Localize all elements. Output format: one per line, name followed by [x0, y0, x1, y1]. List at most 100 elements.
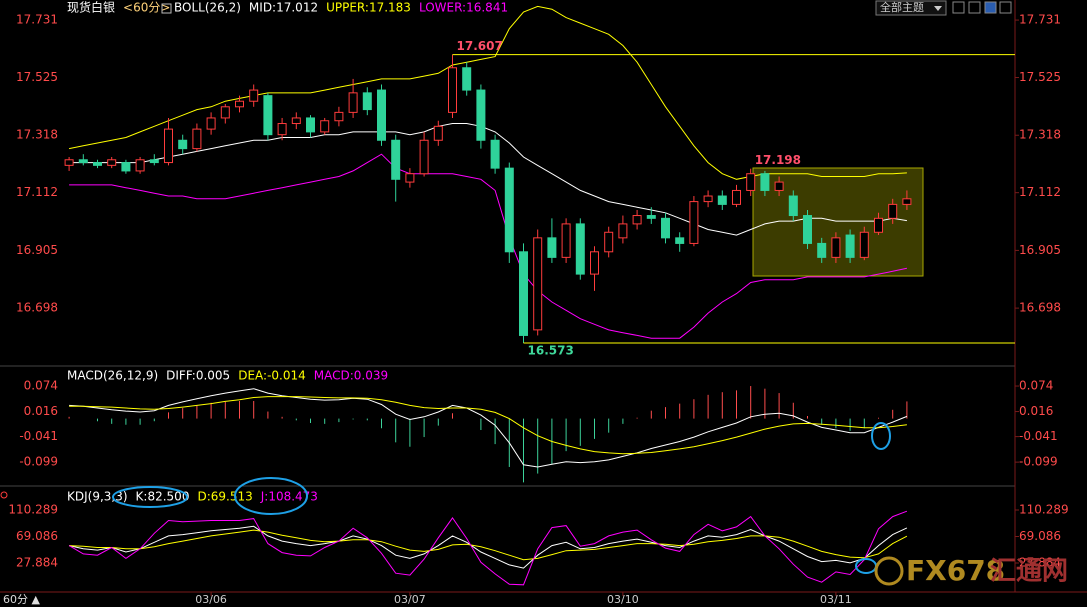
y-tick-label: 17.525 — [16, 70, 58, 84]
watermark-cn: 汇通网 — [990, 557, 1068, 587]
legend-entry: K:82.500 — [136, 490, 190, 504]
candle-body — [902, 198, 912, 205]
y-tick-label: 27.884 — [16, 556, 58, 570]
y-tick-label: 0.016 — [1019, 404, 1053, 418]
x-tick-label: 03/11 — [820, 593, 852, 606]
y-tick-label: 16.698 — [1019, 301, 1061, 315]
candle-body — [774, 181, 784, 191]
tool-icon[interactable] — [984, 1, 997, 14]
y-tick-label: 69.086 — [16, 529, 58, 543]
tool-icon[interactable] — [968, 1, 981, 14]
candle-body — [476, 89, 486, 141]
y-tick-label: 16.905 — [1019, 243, 1061, 257]
x-tick-label: 03/06 — [195, 593, 227, 606]
legend-entry: MACD:0.039 — [314, 369, 388, 383]
y-tick-label: 17.318 — [16, 128, 58, 142]
highlight-ellipse — [871, 422, 891, 450]
y-tick-label: 27.884 — [1019, 556, 1061, 570]
y-tick-label: 0.074 — [24, 379, 58, 393]
tool-icon[interactable] — [952, 1, 965, 14]
candle-body — [334, 111, 344, 122]
candle-body — [448, 67, 457, 113]
candle-body — [689, 201, 699, 244]
kdj-line — [69, 529, 908, 561]
candle-body — [618, 223, 628, 239]
candle-body — [320, 120, 330, 133]
y-tick-label: 0.016 — [24, 404, 58, 418]
legend-entry: 现货白银 — [67, 0, 115, 15]
candle-body — [533, 237, 543, 331]
candle-body — [575, 223, 585, 275]
candle-body — [178, 139, 188, 150]
y-tick-label: 17.731 — [1019, 13, 1061, 27]
candle-body — [831, 237, 841, 258]
extreme-label: 16.573 — [528, 343, 574, 357]
extreme-label: 17.198 — [755, 153, 801, 167]
candle-body — [646, 215, 656, 219]
candle-body — [291, 117, 301, 125]
legend-entry: MID:17.012 — [249, 1, 318, 15]
candle-body — [732, 189, 741, 205]
y-tick-label: 0.074 — [1019, 379, 1053, 393]
candle-body — [78, 159, 88, 164]
candle-body — [377, 89, 386, 141]
x-tick-label: 03/10 — [607, 593, 639, 606]
indicator-icon[interactable] — [161, 3, 172, 14]
candle-body — [348, 92, 358, 113]
candle-body — [817, 242, 827, 258]
legend-entry: LOWER:16.841 — [419, 1, 508, 15]
candle-body — [64, 159, 74, 166]
legend-entry: <60分> — [123, 1, 170, 15]
kdj-line — [68, 525, 908, 569]
highlight-ellipse — [112, 486, 188, 508]
candle-body — [632, 215, 642, 225]
y-tick-label: 16.905 — [16, 243, 58, 257]
boll-line — [69, 153, 908, 339]
candle-body — [746, 173, 756, 191]
candle-body — [490, 139, 500, 169]
legend-entry: DEA:-0.014 — [238, 369, 306, 383]
candle-body — [107, 159, 117, 166]
y-tick-label: 110.289 — [8, 503, 58, 517]
candle-body — [859, 231, 869, 258]
y-tick-label: -0.099 — [1019, 455, 1058, 469]
candle-body — [888, 203, 898, 219]
legend-entry: BOLL(26,2) — [174, 1, 241, 15]
tool-icon[interactable] — [999, 1, 1012, 14]
extreme-label: 17.607 — [457, 39, 503, 53]
legend-entry: UPPER:17.183 — [326, 1, 411, 15]
candle-body — [206, 117, 216, 130]
y-tick-label: 17.318 — [1019, 128, 1061, 142]
y-tick-label: 17.525 — [1019, 70, 1061, 84]
y-tick-label: 17.731 — [16, 13, 58, 27]
candle-body — [845, 234, 855, 258]
candle-body — [703, 195, 713, 203]
candle-body — [93, 162, 102, 166]
candle-body — [405, 173, 415, 183]
theme-dropdown[interactable] — [875, 0, 947, 16]
macd-line — [69, 396, 907, 455]
candle-body — [661, 217, 670, 239]
candle-body — [235, 100, 244, 108]
candle-body — [547, 237, 557, 258]
candle-body — [263, 95, 273, 136]
y-tick-label: 17.112 — [1019, 185, 1061, 199]
candle-body — [419, 139, 429, 175]
candle-body — [462, 67, 472, 91]
candle-body — [249, 89, 259, 102]
candle-body — [590, 251, 599, 275]
highlight-ellipse — [234, 477, 308, 515]
candle-body — [760, 173, 770, 191]
period-button[interactable]: 60分 ▲ — [3, 593, 40, 606]
y-tick-label: 16.698 — [16, 301, 58, 315]
legend-entry: J:108.473 — [260, 490, 318, 504]
highlight-ellipse — [855, 558, 877, 574]
candle-body — [504, 167, 514, 253]
candle-body — [874, 217, 883, 233]
logo — [874, 556, 904, 586]
y-tick-label: 17.112 — [16, 185, 58, 199]
legend-entry: DIFF:0.005 — [166, 369, 230, 383]
candle-body — [277, 123, 287, 136]
legend-entry: KDJ(9,3,3) — [67, 490, 128, 504]
